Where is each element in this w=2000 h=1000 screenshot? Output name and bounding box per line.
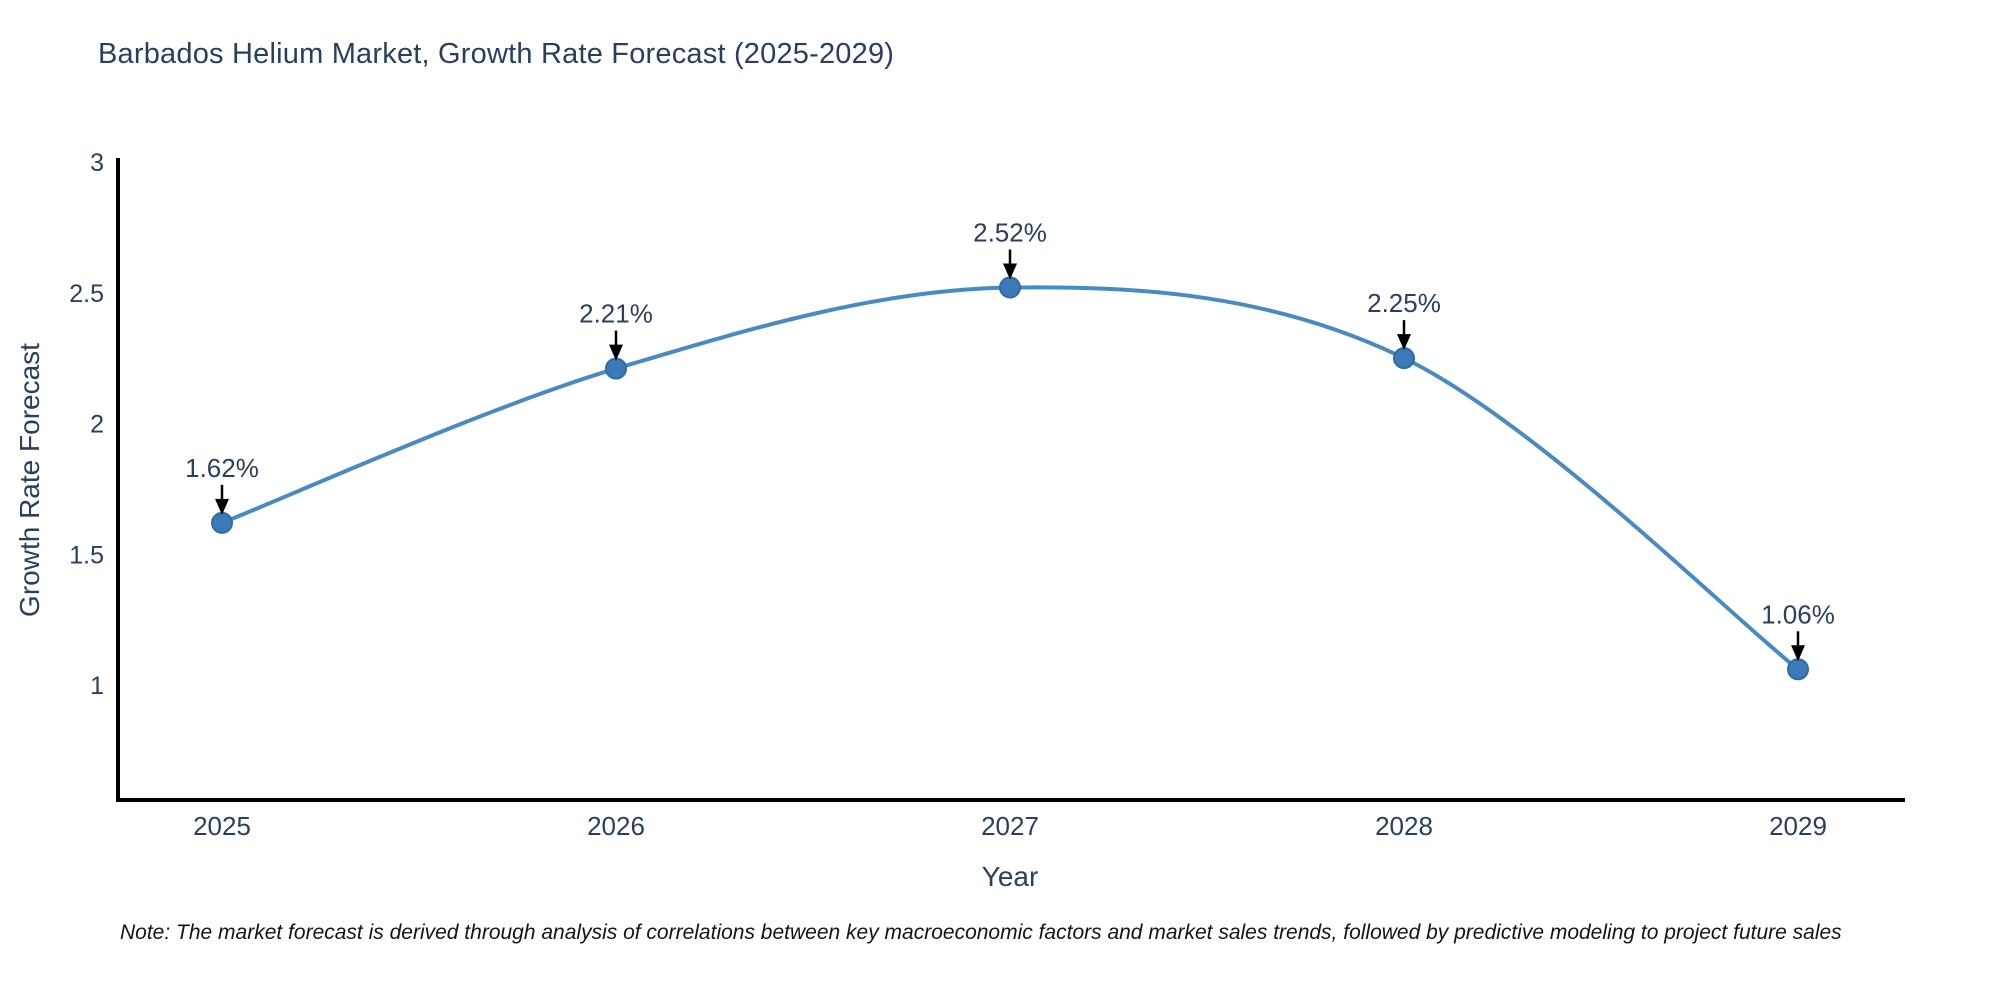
y-tick-label: 2	[90, 411, 104, 439]
data-point-marker	[999, 276, 1021, 299]
data-point-marker	[1787, 658, 1809, 681]
data-point-marker	[211, 511, 233, 534]
y-tick-label: 3	[90, 149, 104, 177]
annotation-arrowhead	[1397, 334, 1411, 351]
annotation-label: 1.06%	[1761, 599, 1835, 629]
annotation-arrowhead	[1003, 263, 1017, 280]
annotation-label: 2.52%	[973, 218, 1047, 248]
data-point-marker	[605, 357, 627, 380]
y-tick-label: 1	[90, 672, 104, 700]
annotation-label: 1.62%	[185, 453, 259, 483]
annotation-label: 2.25%	[1367, 288, 1441, 318]
annotation-arrowhead	[1791, 645, 1805, 662]
forecast-line	[220, 285, 1800, 672]
footnote-text: Note: The market forecast is derived thr…	[120, 921, 1842, 944]
x-tick-label: 2027	[981, 811, 1039, 841]
data-point-marker	[1393, 347, 1415, 370]
x-tick-label: 2026	[587, 811, 645, 841]
y-axis-title: Growth Rate Forecast	[14, 343, 45, 617]
x-axis-title: Year	[981, 861, 1039, 892]
x-tick-label: 2028	[1375, 811, 1433, 841]
annotation-arrowhead	[609, 344, 623, 361]
x-tick-label: 2029	[1769, 811, 1827, 841]
annotation-label: 2.21%	[579, 299, 653, 329]
chart-title: Barbados Helium Market, Growth Rate Fore…	[98, 38, 895, 70]
x-tick-label: 2025	[193, 811, 251, 841]
y-tick-label: 2.5	[69, 280, 104, 308]
y-tick-label: 1.5	[69, 541, 104, 569]
annotation-arrowhead	[215, 498, 229, 515]
